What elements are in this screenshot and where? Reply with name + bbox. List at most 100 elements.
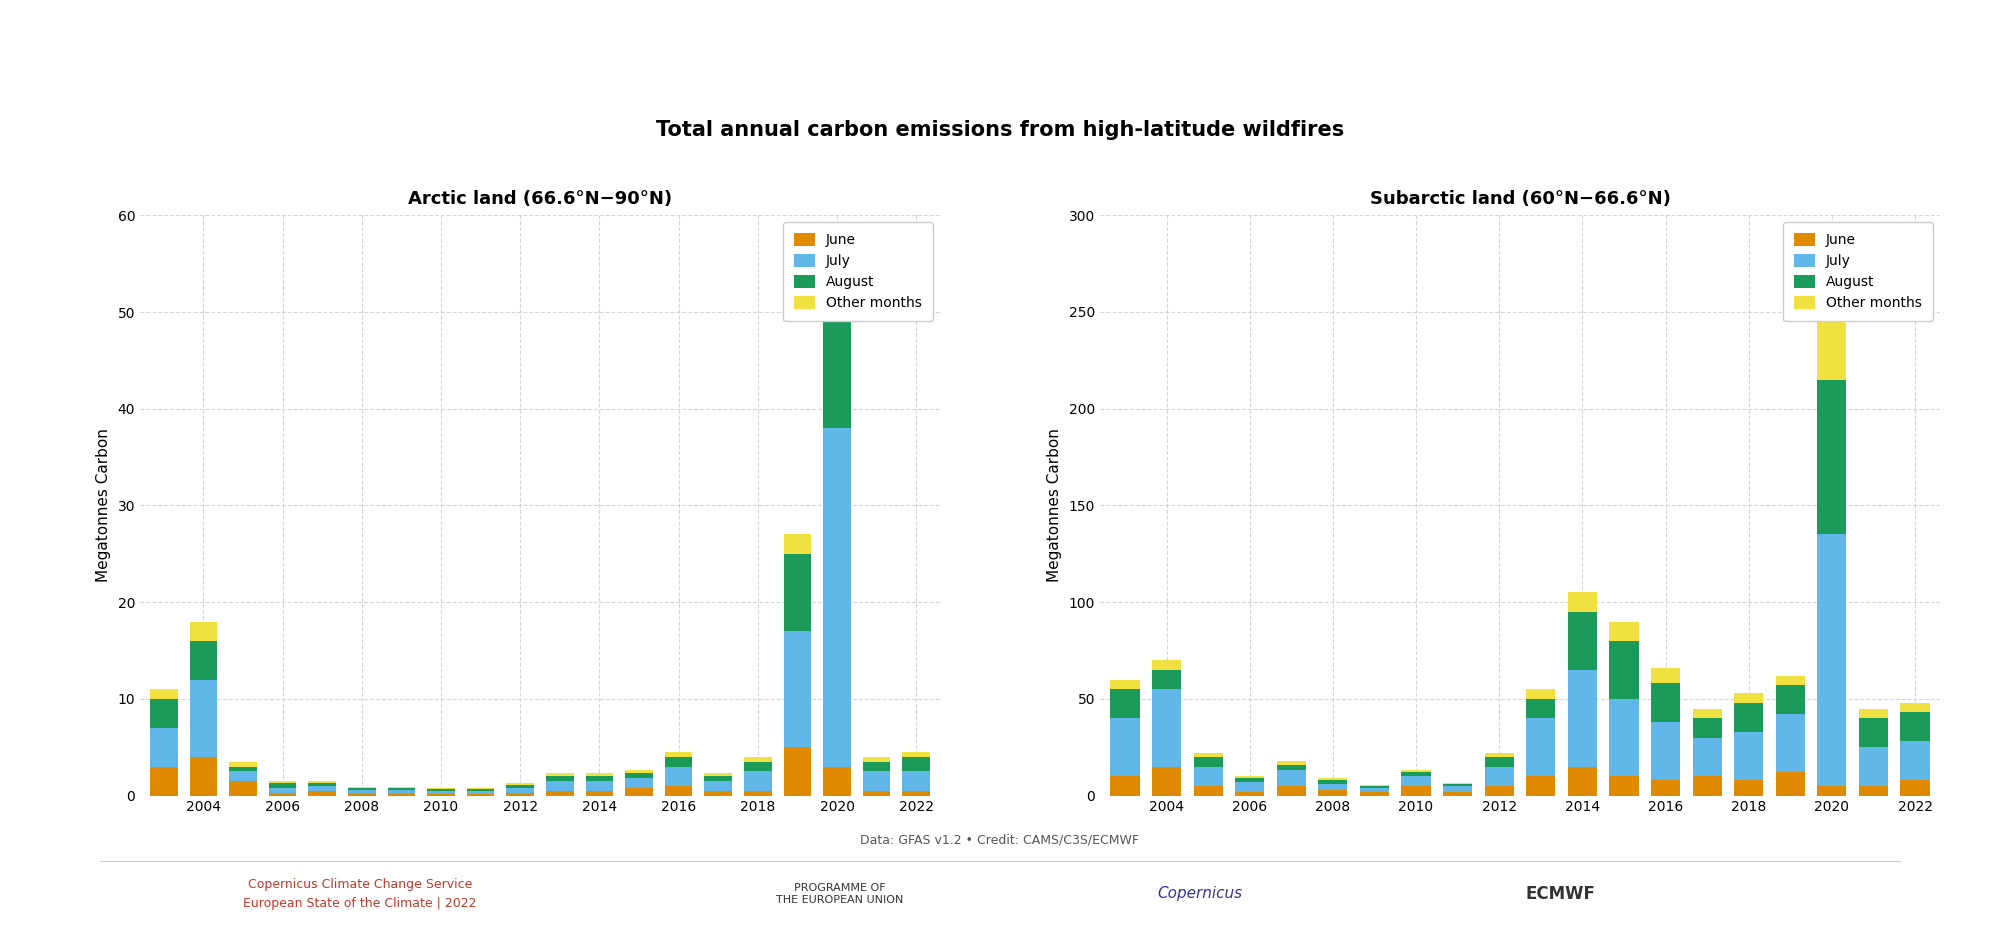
Bar — [190, 680, 218, 757]
Bar — [190, 757, 218, 796]
Bar — [1650, 683, 1680, 722]
Bar — [268, 793, 296, 796]
Bar — [1484, 767, 1514, 786]
Bar — [546, 776, 574, 781]
Bar — [1818, 786, 1846, 796]
Bar — [704, 773, 732, 776]
Bar — [1526, 699, 1556, 718]
Bar — [150, 699, 178, 728]
Bar — [1444, 784, 1472, 786]
Bar — [348, 790, 376, 793]
Bar — [1110, 718, 1140, 776]
Bar — [1318, 784, 1348, 790]
Text: Copernicus Climate Change Service: Copernicus Climate Change Service — [248, 878, 472, 891]
Bar — [1610, 776, 1638, 796]
Bar — [862, 771, 890, 791]
Bar — [466, 794, 494, 796]
Bar — [626, 773, 652, 778]
Title: Subarctic land (60°N−66.6°N): Subarctic land (60°N−66.6°N) — [1370, 190, 1670, 208]
Bar — [466, 791, 494, 794]
Bar — [1152, 660, 1182, 670]
Bar — [1858, 786, 1888, 796]
Bar — [546, 773, 574, 776]
Bar — [546, 791, 574, 796]
Bar — [862, 762, 890, 771]
Bar — [1360, 785, 1390, 786]
Bar — [784, 554, 812, 631]
Bar — [1776, 685, 1804, 714]
Bar — [784, 747, 812, 796]
Text: European State of the Climate | 2022: European State of the Climate | 2022 — [244, 897, 476, 910]
Bar — [1900, 712, 1930, 741]
Bar — [1526, 776, 1556, 796]
Bar — [1276, 770, 1306, 786]
Bar — [230, 762, 256, 767]
Bar — [1818, 322, 1846, 380]
Bar — [1734, 703, 1764, 732]
Bar — [902, 757, 930, 771]
Bar — [784, 631, 812, 747]
Title: Arctic land (66.6°N−90°N): Arctic land (66.6°N−90°N) — [408, 190, 672, 208]
Bar — [546, 781, 574, 791]
Bar — [1236, 776, 1264, 778]
Bar — [744, 771, 772, 791]
Bar — [308, 791, 336, 796]
Bar — [506, 793, 534, 796]
Bar — [1692, 709, 1722, 718]
Bar — [1276, 786, 1306, 796]
Bar — [230, 781, 256, 796]
Bar — [388, 787, 416, 788]
Bar — [902, 791, 930, 796]
Bar — [902, 752, 930, 757]
Bar — [744, 757, 772, 762]
Text: Data: GFAS v1.2 • Credit: CAMS/C3S/ECMWF: Data: GFAS v1.2 • Credit: CAMS/C3S/ECMWF — [860, 833, 1140, 846]
Bar — [784, 534, 812, 554]
Bar — [664, 757, 692, 767]
Bar — [1236, 778, 1264, 782]
Bar — [1194, 786, 1222, 796]
Bar — [428, 788, 454, 789]
Bar — [1236, 792, 1264, 796]
Bar — [1484, 786, 1514, 796]
Bar — [824, 312, 850, 428]
Bar — [1650, 780, 1680, 796]
Bar — [1568, 767, 1596, 796]
Bar — [308, 781, 336, 783]
Bar — [1900, 703, 1930, 712]
Bar — [388, 793, 416, 796]
Bar — [190, 622, 218, 641]
Legend: June, July, August, Other months: June, July, August, Other months — [784, 222, 934, 321]
Bar — [1402, 776, 1430, 786]
Bar — [1776, 714, 1804, 772]
Bar — [1610, 622, 1638, 641]
Bar — [1194, 757, 1222, 767]
Bar — [1610, 699, 1638, 776]
Bar — [268, 788, 296, 793]
Bar — [1900, 780, 1930, 796]
Bar — [824, 428, 850, 767]
Bar — [150, 689, 178, 699]
Bar — [268, 783, 296, 788]
Bar — [506, 788, 534, 793]
Bar — [1360, 786, 1390, 788]
Bar — [586, 776, 614, 781]
Bar — [150, 728, 178, 767]
Bar — [150, 767, 178, 796]
Bar — [1734, 780, 1764, 796]
Bar — [1402, 772, 1430, 776]
Bar — [1650, 668, 1680, 683]
Bar — [744, 791, 772, 796]
Bar — [1276, 765, 1306, 770]
Text: Copernicus: Copernicus — [1158, 886, 1242, 901]
Bar — [862, 757, 890, 762]
Bar — [348, 788, 376, 790]
Bar — [506, 783, 534, 785]
Bar — [1650, 722, 1680, 780]
Bar — [824, 767, 850, 796]
Bar — [1484, 757, 1514, 767]
Bar — [1610, 641, 1638, 699]
Bar — [1776, 676, 1804, 685]
Bar — [388, 788, 416, 790]
Bar — [1152, 670, 1182, 689]
Bar — [1818, 380, 1846, 534]
